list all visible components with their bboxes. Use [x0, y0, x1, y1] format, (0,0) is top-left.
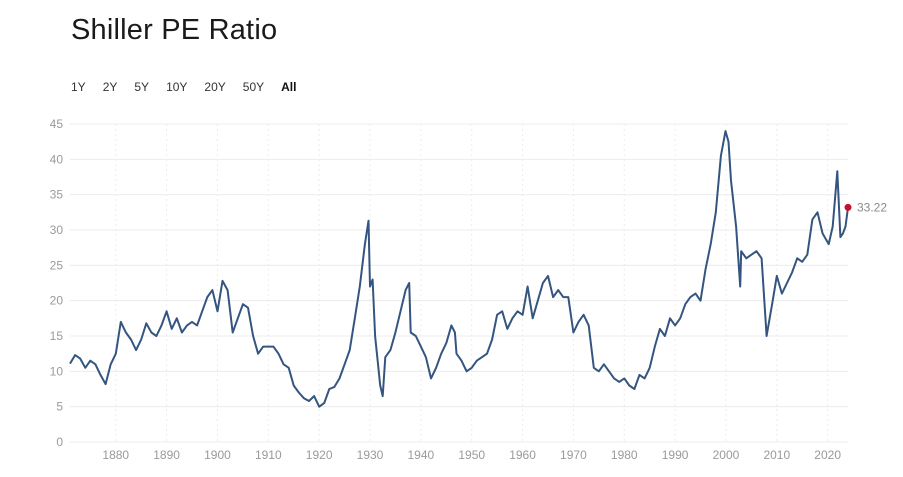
grid — [70, 123, 848, 443]
y-tick-label: 25 — [50, 258, 64, 272]
x-axis-ticks: 1880 1890 1900 1910 1920 1930 1940 1950 1960 1970… — [102, 448, 841, 462]
y-tick-label: 20 — [50, 294, 64, 308]
y-tick-label: 30 — [50, 223, 64, 237]
y-tick-label: 10 — [50, 364, 64, 378]
x-tick-label: 1890 — [153, 448, 180, 462]
page-title: Shiller PE Ratio — [71, 14, 278, 46]
range-1y-button[interactable]: 1Y — [71, 80, 86, 94]
x-tick-label: 1990 — [662, 448, 689, 462]
x-tick-label: 1920 — [306, 448, 333, 462]
x-tick-label: 1930 — [357, 448, 384, 462]
time-range-selector: 1Y 2Y 5Y 10Y 20Y 50Y All — [71, 79, 313, 95]
x-tick-label: 1910 — [255, 448, 282, 462]
last-value-marker[interactable] — [844, 203, 852, 211]
range-5y-button[interactable]: 5Y — [134, 80, 150, 94]
y-tick-label: 5 — [56, 400, 63, 414]
x-tick-label: 2000 — [713, 448, 740, 462]
y-tick-label: 45 — [50, 117, 64, 131]
y-tick-label: 40 — [50, 152, 64, 166]
x-tick-label: 2020 — [814, 448, 841, 462]
x-tick-label: 2010 — [763, 448, 790, 462]
y-tick-label: 15 — [50, 329, 64, 343]
range-all-button[interactable]: All — [281, 80, 297, 94]
range-20y-button[interactable]: 20Y — [204, 80, 226, 94]
x-tick-label: 1940 — [408, 448, 435, 462]
x-tick-label: 1900 — [204, 448, 231, 462]
y-tick-label: 35 — [50, 188, 64, 202]
x-tick-label: 1960 — [509, 448, 536, 462]
last-value-label: 33.22 — [857, 200, 887, 214]
x-tick-label: 1980 — [611, 448, 638, 462]
y-tick-label: 0 — [56, 435, 63, 449]
x-tick-label: 1950 — [458, 448, 485, 462]
y-axis-ticks: 0 5 10 15 20 25 30 35 40 45 — [50, 117, 64, 449]
x-tick-label: 1970 — [560, 448, 587, 462]
range-10y-button[interactable]: 10Y — [166, 80, 188, 94]
x-tick-label: 1880 — [102, 448, 129, 462]
range-50y-button[interactable]: 50Y — [242, 80, 265, 94]
range-2y-button[interactable]: 2Y — [102, 80, 118, 94]
series-line — [69, 130, 849, 408]
